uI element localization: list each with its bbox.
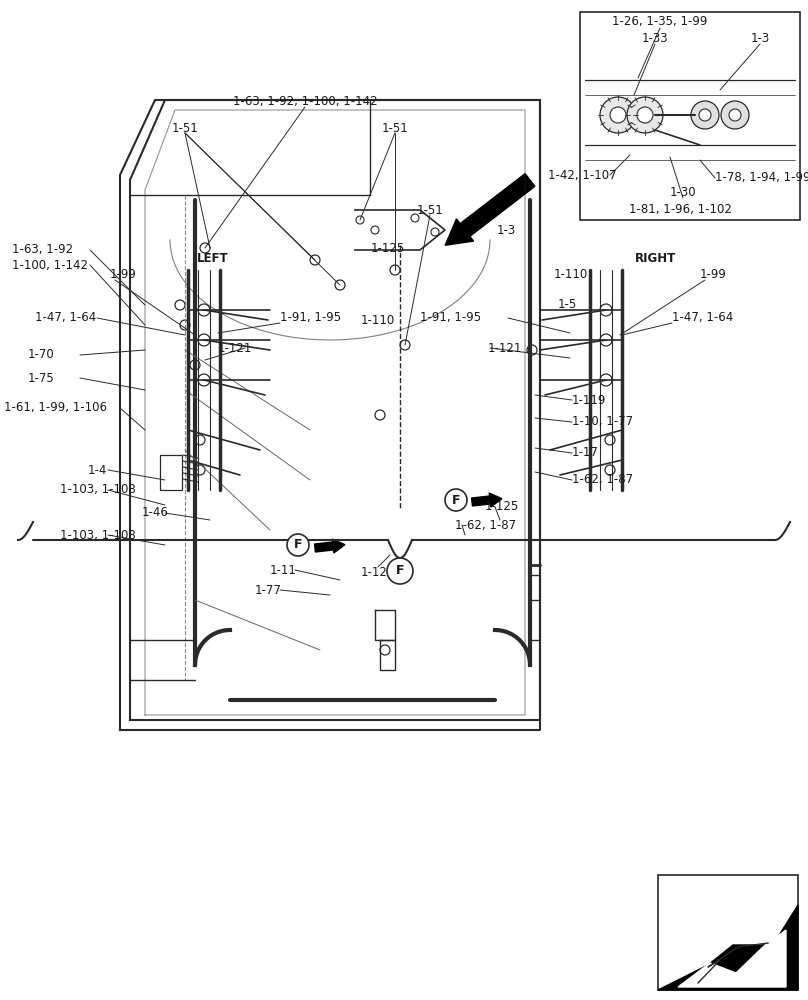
Circle shape	[699, 109, 711, 121]
Polygon shape	[658, 905, 798, 990]
Circle shape	[287, 534, 309, 556]
Circle shape	[390, 265, 400, 275]
Text: 1-103, 1-108: 1-103, 1-108	[60, 528, 136, 542]
Bar	[658, 875, 798, 990]
Text: F: F	[452, 493, 461, 506]
Circle shape	[180, 320, 190, 330]
Text: 1-121: 1-121	[218, 342, 252, 355]
Text: 1-91, 1-95: 1-91, 1-95	[280, 312, 341, 324]
Circle shape	[627, 97, 663, 133]
Circle shape	[637, 107, 653, 123]
Text: 1-47, 1-64: 1-47, 1-64	[35, 312, 96, 324]
Circle shape	[198, 334, 210, 346]
Circle shape	[175, 300, 185, 310]
Text: 1-110: 1-110	[361, 314, 395, 326]
Text: 1-125: 1-125	[485, 500, 520, 514]
Bar	[580, 12, 800, 220]
Text: 1-78, 1-94, 1-99: 1-78, 1-94, 1-99	[715, 172, 808, 184]
Circle shape	[691, 101, 719, 129]
Circle shape	[600, 374, 612, 386]
Text: 1-5: 1-5	[558, 298, 577, 312]
Text: 1-3: 1-3	[497, 224, 516, 236]
Circle shape	[605, 435, 615, 445]
Circle shape	[198, 374, 210, 386]
Text: 1-81, 1-96, 1-102: 1-81, 1-96, 1-102	[629, 204, 731, 217]
Circle shape	[600, 97, 636, 133]
Circle shape	[610, 107, 626, 123]
Circle shape	[335, 280, 345, 290]
FancyArrow shape	[472, 493, 502, 507]
Circle shape	[387, 558, 413, 584]
Circle shape	[445, 489, 467, 511]
Circle shape	[527, 345, 537, 355]
Text: 1-51: 1-51	[417, 204, 444, 217]
Text: 1-30: 1-30	[670, 186, 696, 200]
Text: 1-51: 1-51	[171, 121, 199, 134]
Text: 1-61, 1-99, 1-106: 1-61, 1-99, 1-106	[4, 401, 107, 414]
Text: 1-10, 1-77: 1-10, 1-77	[572, 416, 633, 428]
FancyArrow shape	[314, 539, 345, 553]
Text: 1-121: 1-121	[488, 342, 523, 355]
Text: 1-47, 1-64: 1-47, 1-64	[672, 312, 733, 324]
Text: 1-77: 1-77	[255, 584, 282, 596]
Circle shape	[411, 214, 419, 222]
Circle shape	[198, 304, 210, 316]
Circle shape	[605, 465, 615, 475]
Text: 1-11: 1-11	[270, 564, 297, 576]
Circle shape	[600, 304, 612, 316]
Circle shape	[721, 101, 749, 129]
Text: 1-46: 1-46	[142, 506, 169, 520]
Circle shape	[195, 435, 205, 445]
Circle shape	[200, 243, 210, 253]
Text: 1-103, 1-108: 1-103, 1-108	[60, 484, 136, 496]
Text: 1-3: 1-3	[751, 31, 770, 44]
Circle shape	[375, 410, 385, 420]
Circle shape	[356, 216, 364, 224]
Text: 1-125: 1-125	[361, 566, 395, 578]
Text: 1-62, 1-87: 1-62, 1-87	[455, 518, 516, 532]
Text: 1-75: 1-75	[28, 371, 55, 384]
Circle shape	[431, 228, 439, 236]
Circle shape	[371, 226, 379, 234]
Text: 1-110: 1-110	[554, 268, 588, 282]
Text: F: F	[396, 564, 404, 578]
Text: 1-99: 1-99	[110, 268, 137, 282]
Text: 1-100, 1-142: 1-100, 1-142	[12, 258, 88, 271]
Circle shape	[195, 465, 205, 475]
Polygon shape	[678, 930, 786, 987]
Circle shape	[310, 255, 320, 265]
Text: 1-33: 1-33	[642, 31, 668, 44]
Text: 1-42, 1-107: 1-42, 1-107	[548, 168, 617, 182]
Text: LEFT: LEFT	[197, 251, 229, 264]
Text: 1-17: 1-17	[572, 446, 599, 460]
Text: 1-51: 1-51	[381, 121, 408, 134]
Circle shape	[400, 340, 410, 350]
Text: 1-62, 1-87: 1-62, 1-87	[572, 474, 633, 487]
Text: RIGHT: RIGHT	[634, 251, 675, 264]
Text: 1-70: 1-70	[28, 349, 55, 361]
Text: 1-99: 1-99	[700, 268, 727, 282]
Text: 1-4: 1-4	[88, 464, 107, 477]
Text: 1-63, 1-92: 1-63, 1-92	[12, 243, 74, 256]
Circle shape	[380, 645, 390, 655]
Circle shape	[729, 109, 741, 121]
Text: F: F	[294, 538, 302, 552]
Text: 1-63, 1-92, 1-100, 1-142: 1-63, 1-92, 1-100, 1-142	[233, 96, 377, 108]
Text: 1-26, 1-35, 1-99: 1-26, 1-35, 1-99	[612, 15, 708, 28]
Text: 1-125: 1-125	[371, 241, 405, 254]
Circle shape	[190, 360, 200, 370]
Text: 1-119: 1-119	[572, 393, 606, 406]
Text: 1-91, 1-95: 1-91, 1-95	[420, 312, 481, 324]
Circle shape	[600, 334, 612, 346]
Bar	[160, 455, 182, 490]
FancyArrow shape	[445, 174, 535, 245]
